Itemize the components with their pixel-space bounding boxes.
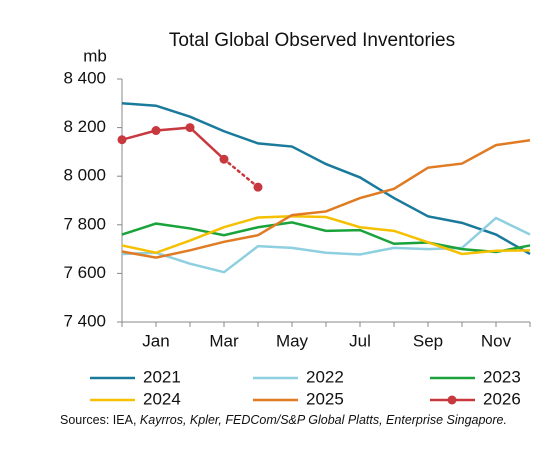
y-tick-label: 7 600 [63,263,106,282]
legend-label: 2024 [143,389,181,408]
series-line [121,102,531,256]
x-tick-label: Jul [349,331,371,350]
sources-plain: Sources: IEA, [60,413,140,427]
point [185,123,195,133]
x-tick-label: May [276,331,309,350]
point [117,135,127,145]
legend-label: 2021 [143,367,181,386]
y-tick-label: 7 400 [63,311,106,330]
y-tick-label: 8 400 [63,68,106,87]
y-tick-label: 7 800 [63,214,106,233]
y-tick-label: 8 200 [63,117,106,136]
series-line-dotted [222,157,260,189]
chart: Total Global Observed Inventories mb 7 4… [63,30,531,408]
x-tick-label: Sep [413,331,443,350]
series-line [121,215,531,256]
legend-label: 2026 [483,389,521,408]
point [253,182,263,192]
legend-label: 2022 [306,367,344,386]
legend-label: 2023 [483,367,521,386]
y-axis-label: mb [83,46,107,65]
legend-marker [447,395,457,405]
chart-title: Total Global Observed Inventories [169,30,455,51]
sources-italic: Kayrros, Kpler, FEDCom/S&P Global Platts… [139,413,507,427]
series-line [121,221,531,254]
x-tick-label: Jan [142,331,169,350]
x-tick-label: Mar [209,331,239,350]
sources: Sources: IEA, Kayrros, Kpler, FEDCom/S&P… [60,412,530,429]
point [219,154,229,164]
series-line [121,138,531,259]
point [151,126,161,136]
y-tick-label: 8 000 [63,166,106,185]
series-line [121,126,225,161]
x-tick-label: Nov [481,331,512,350]
legend-label: 2025 [306,389,344,408]
